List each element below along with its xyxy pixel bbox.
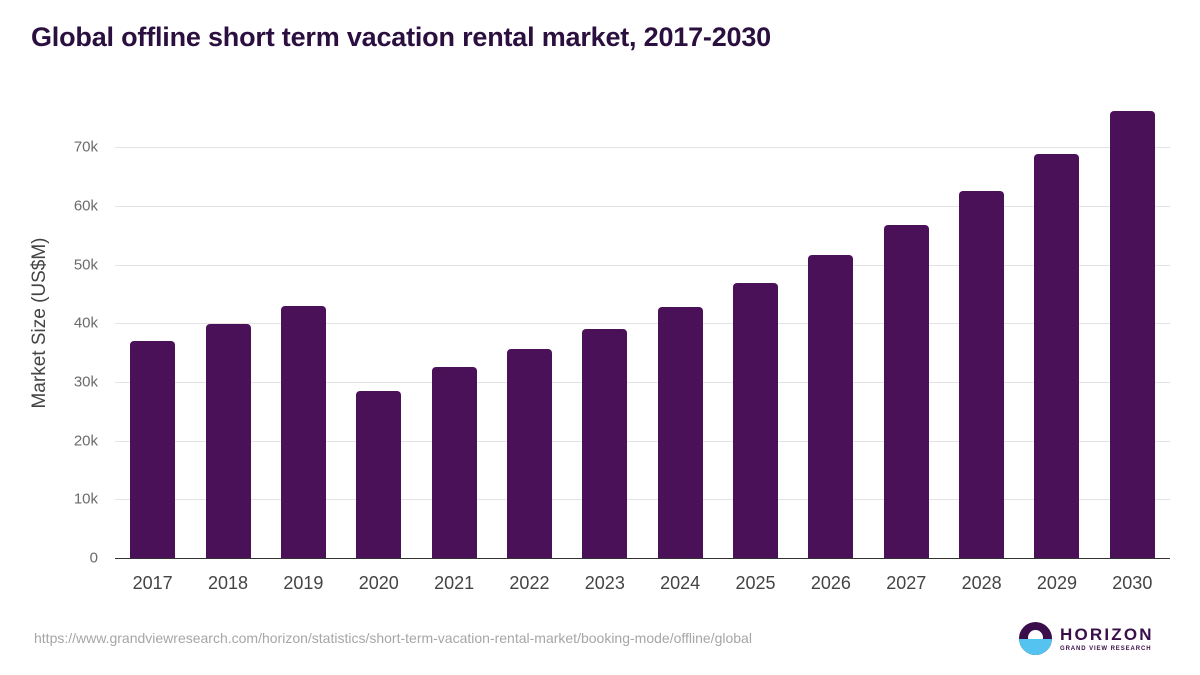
bar-2029[interactable]	[1034, 154, 1080, 558]
bar-2019[interactable]	[280, 306, 326, 558]
y-tick-label: 20k	[73, 432, 98, 450]
y-tick-label: 50k	[73, 256, 98, 273]
x-tick-label: 2025	[735, 573, 776, 593]
y-tick-label: 60k	[73, 197, 98, 215]
bar-2023[interactable]	[582, 329, 628, 558]
x-tick-label: 2022	[509, 573, 550, 593]
plot-area	[115, 110, 1170, 559]
gridline	[115, 323, 1170, 325]
x-tick-label: 2021	[434, 573, 475, 593]
bar-2028[interactable]	[959, 191, 1005, 558]
horizon-sun-icon	[1019, 622, 1052, 655]
x-tick-label: 2024	[660, 573, 701, 593]
x-tick-label: 2019	[283, 573, 324, 593]
bar-2024[interactable]	[657, 306, 703, 558]
gridline	[115, 499, 1170, 501]
bar-2026[interactable]	[808, 255, 854, 558]
logo-subtitle: GRAND VIEW RESEARCH	[1060, 645, 1152, 652]
bar-2018[interactable]	[205, 323, 251, 558]
y-tick-label: 10k	[73, 490, 98, 508]
bar-2025[interactable]	[733, 283, 779, 558]
gridline	[115, 381, 1170, 383]
y-tick-label: 0	[89, 549, 98, 567]
y-tick-label: 70k	[73, 138, 98, 156]
logo-wordmark: HORIZON	[1060, 624, 1154, 644]
x-axis-line	[115, 558, 1170, 559]
bar-2027[interactable]	[883, 225, 929, 558]
chart-title: Global offline short term vacation renta…	[31, 22, 771, 52]
bar-2022[interactable]	[506, 349, 552, 558]
y-tick-label: 30k	[73, 373, 98, 391]
source-url[interactable]: https://www.grandviewresearch.com/horizo…	[34, 630, 752, 646]
gridline	[115, 264, 1170, 266]
x-tick-label: 2027	[886, 573, 927, 593]
bar-2020[interactable]	[356, 391, 402, 558]
x-tick-label: 2017	[132, 573, 173, 593]
x-tick-label: 2026	[810, 573, 851, 593]
bar-2021[interactable]	[431, 367, 477, 558]
bar-2017[interactable]	[130, 340, 176, 558]
horizon-logo: HORIZON GRAND VIEW RESEARCH	[1019, 622, 1154, 655]
x-tick-label: 2029	[1036, 573, 1077, 593]
gridline	[115, 205, 1170, 207]
gridline	[115, 147, 1170, 149]
x-tick-label: 2028	[961, 573, 1002, 593]
bar-2030[interactable]	[1109, 110, 1155, 558]
x-tick-label: 2018	[208, 573, 249, 593]
y-tick-label: 40k	[73, 314, 98, 332]
x-tick-label: 2030	[1112, 573, 1153, 593]
gridline	[115, 440, 1170, 442]
x-tick-label: 2023	[584, 573, 625, 593]
x-tick-label: 2020	[358, 573, 399, 593]
